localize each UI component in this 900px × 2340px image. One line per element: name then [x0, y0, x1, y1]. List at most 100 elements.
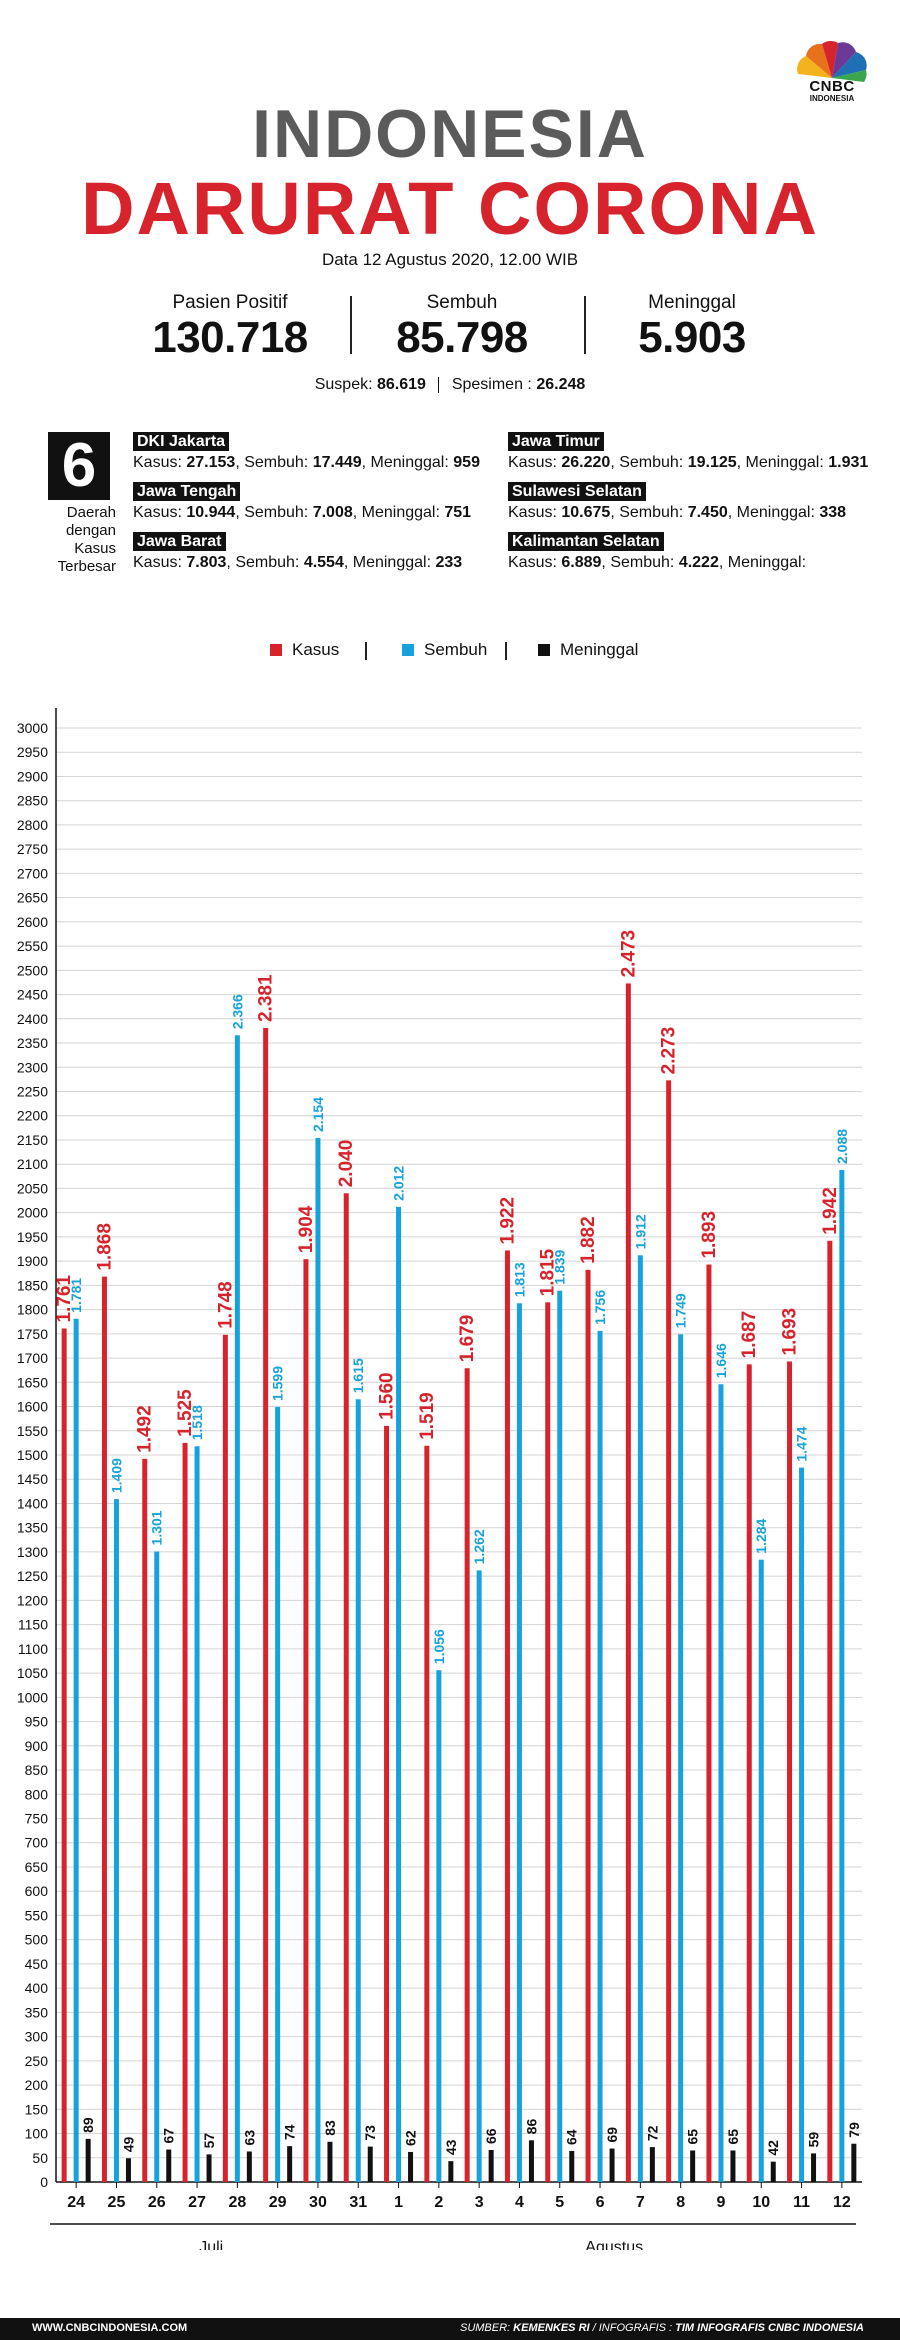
data-label-sembuh: 1.301 — [149, 1510, 165, 1545]
data-label-sembuh: 2.088 — [834, 1129, 850, 1164]
data-label-meninggal: 64 — [564, 2129, 580, 2145]
y-tick-label: 2800 — [17, 817, 48, 833]
bar-sembuh — [758, 1559, 764, 2182]
x-tick-label: 24 — [67, 2194, 85, 2211]
bar-sembuh — [275, 1407, 281, 2182]
chart-legend: Kasus Sembuh Meninggal — [0, 640, 900, 664]
data-label-kasus: 1.687 — [739, 1311, 760, 1359]
footer-bar: WWW.CNBCINDONESIA.COM SUMBER: KEMENKES R… — [0, 2318, 900, 2340]
data-label-meninggal: 69 — [604, 2127, 620, 2143]
data-label-meninggal: 67 — [161, 2128, 177, 2144]
y-tick-label: 0 — [40, 2174, 48, 2190]
data-label-meninggal: 86 — [523, 2119, 539, 2135]
data-label-meninggal: 72 — [644, 2125, 660, 2141]
legend-swatch — [270, 644, 282, 656]
data-label-kasus: 1.525 — [175, 1389, 196, 1437]
data-label-sembuh: 1.781 — [68, 1278, 84, 1313]
data-label-sembuh: 1.518 — [189, 1405, 205, 1440]
data-label-kasus: 1.492 — [135, 1405, 156, 1453]
legend-item-meninggal: Meninggal — [538, 640, 638, 660]
data-label-meninggal: 63 — [241, 2130, 257, 2146]
region-detail: Kasus: 26.220, Sembuh: 19.125, Meninggal… — [508, 454, 869, 471]
bar-sembuh — [516, 1303, 522, 2182]
stat-value: 5.903 — [638, 313, 746, 362]
region-dki-jakarta: DKI Jakarta Kasus: 27.153, Sembuh: 17.44… — [133, 432, 480, 472]
y-tick-label: 750 — [25, 1811, 49, 1827]
x-tick-label: 11 — [793, 2194, 810, 2211]
y-tick-label: 850 — [25, 1762, 49, 1778]
stat-label: Meninggal — [648, 292, 736, 313]
y-tick-label: 2550 — [17, 938, 48, 954]
data-label-kasus: 1.815 — [538, 1248, 559, 1296]
stat-recovered: Sembuh 85.798 — [342, 292, 582, 362]
data-label-meninggal: 74 — [282, 2124, 298, 2140]
data-label-meninggal: 43 — [443, 2139, 459, 2155]
bar-meninggal — [649, 2147, 655, 2182]
region-sulawesi-selatan: Sulawesi Selatan Kasus: 10.675, Sembuh: … — [508, 482, 846, 522]
x-tick-label: 29 — [269, 2194, 287, 2211]
y-tick-label: 1850 — [17, 1277, 48, 1293]
y-tick-label: 2300 — [17, 1059, 48, 1075]
y-tick-label: 1000 — [17, 1689, 48, 1705]
region-name: DKI Jakarta — [133, 432, 230, 451]
x-tick-label: 28 — [228, 2194, 246, 2211]
title-line-2: DARURAT CORONA — [81, 167, 819, 250]
data-label-kasus: 1.942 — [820, 1187, 841, 1235]
bar-meninggal — [569, 2150, 575, 2182]
x-tick-label: 3 — [475, 2194, 484, 2211]
y-tick-label: 1650 — [17, 1374, 48, 1390]
y-tick-label: 700 — [25, 1835, 49, 1851]
legend-swatch — [402, 644, 414, 656]
logo-subtext: INDONESIA — [809, 94, 855, 103]
bar-sembuh — [476, 1570, 482, 2182]
bar-kasus — [504, 1250, 510, 2182]
data-label-meninggal: 49 — [120, 2136, 136, 2152]
suspek-label: Suspek: — [314, 376, 373, 393]
region-jawa-tengah: Jawa Tengah Kasus: 10.944, Sembuh: 7.008… — [133, 482, 471, 522]
y-tick-label: 1700 — [17, 1350, 48, 1366]
stat-divider — [350, 296, 352, 354]
caption-line: dengan — [65, 522, 116, 539]
stat-deaths: Meninggal 5.903 — [572, 292, 812, 362]
y-tick-label: 650 — [25, 1859, 49, 1875]
x-tick-label: 12 — [833, 2194, 851, 2211]
y-tick-label: 1350 — [17, 1520, 48, 1536]
bar-sembuh — [355, 1399, 361, 2182]
region-name: Jawa Barat — [133, 532, 226, 551]
data-label-sembuh: 1.839 — [552, 1249, 568, 1284]
y-tick-label: 950 — [25, 1714, 49, 1730]
suspek-value: 86.619 — [376, 376, 426, 393]
data-label-sembuh: 1.409 — [108, 1458, 124, 1493]
data-label-meninggal: 89 — [80, 2117, 96, 2133]
bar-sembuh — [678, 1334, 684, 2182]
y-tick-label: 450 — [25, 1956, 49, 1972]
x-tick-label: 5 — [555, 2194, 564, 2211]
legend-item-kasus: Kasus — [270, 640, 339, 660]
y-tick-label: 1050 — [17, 1665, 48, 1681]
caption-line: Terbesar — [57, 558, 116, 575]
data-label-meninggal: 62 — [403, 2130, 419, 2146]
x-tick-label: 1 — [394, 2194, 403, 2211]
y-tick-label: 1300 — [17, 1544, 48, 1560]
bar-meninggal — [690, 2150, 696, 2182]
legend-label: Sembuh — [424, 640, 488, 659]
stat-positive: Pasien Positif 130.718 — [110, 292, 350, 362]
legend-item-sembuh: Sembuh — [402, 640, 487, 660]
region-detail: Kasus: 27.153, Sembuh: 17.449, Meninggal… — [133, 454, 480, 471]
bar-meninggal — [85, 2138, 91, 2182]
x-tick-label: 6 — [596, 2194, 605, 2211]
region-detail: Kasus: 7.803, Sembuh: 4.554, Meninggal: … — [133, 554, 463, 571]
legend-divider — [505, 642, 507, 660]
y-tick-label: 2450 — [17, 987, 48, 1003]
footer-website: WWW.CNBCINDONESIA.COM — [32, 2322, 188, 2334]
bar-kasus — [827, 1240, 833, 2182]
data-label-kasus: 1.519 — [417, 1392, 438, 1440]
data-label-sembuh: 1.912 — [632, 1214, 648, 1249]
y-tick-label: 2000 — [17, 1205, 48, 1221]
bar-kasus — [142, 1458, 148, 2182]
y-tick-label: 400 — [25, 1980, 49, 1996]
region-name: Jawa Tengah — [133, 482, 241, 501]
data-label-kasus: 1.693 — [780, 1308, 801, 1356]
y-tick-label: 2600 — [17, 914, 48, 930]
region-detail: Kasus: 10.675, Sembuh: 7.450, Meninggal:… — [508, 504, 847, 521]
